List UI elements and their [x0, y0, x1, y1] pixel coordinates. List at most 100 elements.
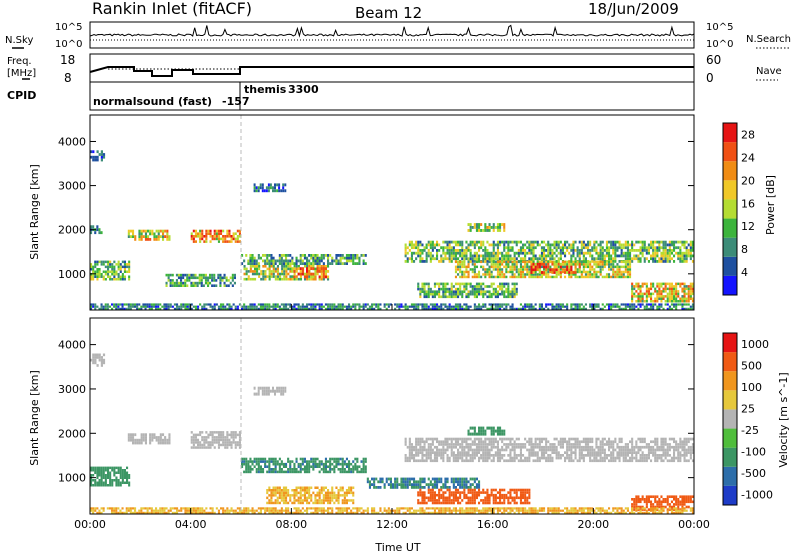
power-cell	[157, 303, 160, 306]
power-cell	[96, 273, 99, 276]
power-cell	[480, 285, 483, 288]
power-cell	[473, 275, 476, 279]
velocity-cell	[268, 465, 271, 468]
power-cell	[425, 251, 428, 255]
velocity-cell	[515, 445, 518, 449]
power-cell	[452, 292, 455, 296]
velocity-cell	[471, 451, 474, 454]
power-cell	[534, 268, 537, 272]
power-cell	[421, 282, 424, 286]
velocity-cell	[362, 460, 365, 463]
power-cell	[631, 285, 634, 288]
power-cell	[262, 265, 265, 268]
power-cell	[249, 277, 252, 281]
power-cell	[480, 282, 483, 286]
power-cell	[559, 307, 562, 310]
velocity-cell	[469, 486, 472, 489]
velocity-cell	[534, 445, 537, 449]
power-cell	[679, 246, 682, 250]
velocity-cell	[608, 454, 611, 457]
power-cell	[283, 267, 286, 271]
power-cell	[505, 254, 508, 258]
power-cell	[223, 276, 226, 280]
power-cell	[635, 249, 638, 252]
power-cell	[310, 307, 313, 310]
power-cell	[318, 303, 321, 306]
velocity-cell	[599, 451, 602, 454]
velocity-cell	[566, 451, 569, 454]
velocity-cell	[335, 462, 338, 466]
power-cell	[501, 254, 504, 258]
velocity-cell	[364, 470, 367, 474]
power-cell	[540, 251, 543, 255]
power-cell	[115, 270, 118, 273]
power-cell	[545, 268, 548, 272]
power-cell	[262, 275, 265, 278]
power-cell	[274, 303, 277, 306]
power-cell	[528, 305, 531, 308]
power-cell	[620, 273, 623, 276]
power-cell	[423, 305, 426, 308]
velocity-cell	[419, 477, 422, 481]
velocity-cell	[555, 456, 558, 460]
power-cell	[478, 257, 481, 261]
power-cell	[473, 290, 476, 293]
velocity-cell	[217, 446, 220, 449]
power-cell	[473, 287, 476, 291]
power-cell	[658, 290, 661, 293]
power-cell	[662, 257, 665, 261]
velocity-cell	[444, 480, 447, 484]
velocity-cell	[345, 462, 348, 466]
velocity-cell	[543, 454, 546, 457]
power-cell	[691, 260, 694, 263]
power-cell	[673, 292, 676, 296]
power-cell	[279, 272, 282, 276]
velocity-cell	[408, 477, 411, 481]
power-cell	[433, 307, 436, 310]
power-cell	[633, 307, 636, 310]
velocity-cell	[94, 481, 97, 484]
power-cell	[658, 260, 661, 263]
power-cell	[496, 223, 499, 226]
power-cell	[314, 272, 317, 276]
velocity-cell	[511, 459, 514, 463]
power-cell	[633, 295, 636, 298]
power-cell	[152, 305, 155, 308]
velocity-cell	[297, 462, 300, 466]
power-cell	[316, 303, 319, 306]
velocity-cell	[413, 456, 416, 460]
power-cell	[425, 292, 428, 296]
velocity-cell	[683, 448, 686, 452]
power-cell	[660, 300, 663, 303]
power-cell	[204, 276, 207, 280]
power-cell	[492, 240, 495, 244]
power-cell	[463, 285, 466, 288]
power-cell	[102, 155, 106, 159]
power-cell	[568, 273, 571, 276]
velocity-cell	[677, 448, 680, 452]
velocity-cell	[461, 443, 464, 446]
power-cell	[155, 305, 158, 308]
velocity-cell	[276, 389, 279, 393]
power-cell	[113, 278, 116, 281]
power-cell	[654, 300, 657, 303]
power-cell	[650, 297, 653, 300]
power-cell	[599, 260, 602, 264]
power-cell	[446, 287, 449, 291]
power-cell	[545, 273, 548, 276]
power-cell	[262, 254, 265, 257]
power-cell	[454, 295, 457, 299]
power-cell	[335, 254, 338, 257]
power-cell	[635, 257, 638, 261]
velocity-cell	[553, 437, 556, 441]
velocity-cell	[666, 454, 669, 457]
power-cell	[192, 276, 195, 280]
velocity-cell	[513, 454, 516, 457]
velocity-cell	[536, 445, 539, 449]
velocity-cell	[236, 433, 239, 437]
power-cell	[685, 254, 688, 258]
velocity-cell	[603, 454, 606, 457]
power-cell	[128, 263, 131, 266]
velocity-cell	[166, 438, 169, 442]
power-cell	[647, 290, 650, 293]
